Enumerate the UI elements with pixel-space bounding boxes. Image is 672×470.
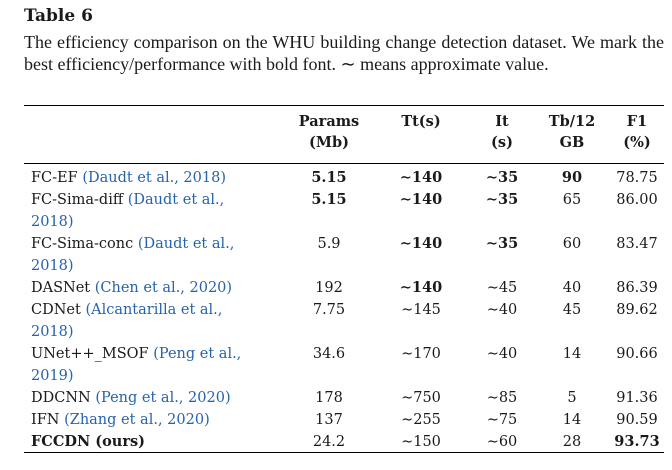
table-row: FC-EF (Daudt et al., 2018) 5.15 ∼140 ∼35…: [24, 167, 671, 189]
tb-cell: 28: [562, 434, 582, 450]
method-name: FC-Sima-diff: [31, 192, 128, 208]
citation-link[interactable]: (Daudt et al., 2018): [82, 170, 226, 186]
table-caption: The efficiency comparison on the WHU bui…: [24, 32, 664, 74]
params-cell: 178: [315, 390, 343, 406]
tt-cell: ∼140: [399, 235, 443, 252]
header-row: Params (Mb) Tt(s) It (s) Tb/12 GB F1 (%): [24, 111, 671, 153]
citation-link[interactable]: (Peng et al., 2019): [31, 346, 242, 384]
f1-cell: 93.73: [614, 433, 660, 450]
f1-cell: 78.75: [616, 170, 658, 186]
it-cell: ∼85: [486, 390, 518, 406]
tb-cell: 14: [562, 412, 582, 428]
header-f1: F1 (%): [623, 113, 651, 151]
header-rule: [24, 163, 664, 164]
method-name: UNet++_MSOF: [31, 346, 154, 362]
params-cell: 137: [315, 412, 343, 428]
params-cell: 24.2: [312, 434, 346, 450]
top-rule: [24, 105, 664, 106]
citation-link[interactable]: (Daudt et al., 2018): [31, 236, 235, 274]
table-row: DDCNN (Peng et al., 2020) 178 ∼750 ∼85 5…: [24, 387, 671, 409]
table-row: FC-Sima-conc (Daudt et al., 2018) 5.9 ∼1…: [24, 233, 671, 277]
params-cell: 192: [315, 280, 343, 296]
it-cell: ∼35: [485, 235, 519, 252]
method-name: FC-EF: [31, 170, 83, 186]
f1-cell: 90.59: [616, 412, 658, 428]
f1-cell: 91.36: [616, 390, 658, 406]
params-cell: 5.15: [311, 191, 347, 208]
header-tb: Tb/12 GB: [548, 113, 596, 151]
citation-link[interactable]: (Alcantarilla et al., 2018): [31, 302, 223, 340]
method-name: DASNet: [31, 280, 95, 296]
f1-cell: 89.62: [616, 302, 658, 318]
it-cell: ∼40: [486, 346, 518, 362]
f1-cell: 86.00: [616, 192, 658, 208]
tt-cell: ∼140: [399, 279, 443, 296]
method-name: FCCDN (ours): [31, 433, 145, 450]
tb-cell: 65: [562, 192, 582, 208]
table-header: Params (Mb) Tt(s) It (s) Tb/12 GB F1 (%): [24, 111, 671, 153]
it-cell: ∼45: [486, 280, 518, 296]
table-row: FC-Sima-diff (Daudt et al., 2018) 5.15 ∼…: [24, 189, 671, 233]
it-cell: ∼75: [486, 412, 518, 428]
tt-cell: ∼150: [401, 434, 441, 450]
table-row: CDNet (Alcantarilla et al., 2018) 7.75 ∼…: [24, 299, 671, 343]
params-cell: 5.9: [317, 236, 341, 252]
tb-cell: 5: [567, 390, 577, 406]
params-cell: 34.6: [312, 346, 346, 362]
tb-cell: 14: [562, 346, 582, 362]
tb-cell: 60: [562, 236, 582, 252]
tt-cell: ∼140: [399, 169, 443, 186]
params-cell: 7.75: [312, 302, 346, 318]
citation-link[interactable]: (Chen et al., 2020): [94, 280, 233, 296]
it-cell: ∼60: [486, 434, 518, 450]
citation-link[interactable]: (Zhang et al., 2020): [64, 412, 210, 428]
table-row: IFN (Zhang et al., 2020) 137 ∼255 ∼75 14…: [24, 409, 671, 431]
header-tt: Tt(s): [401, 113, 441, 130]
method-name: CDNet: [31, 302, 86, 318]
tt-cell: ∼750: [401, 390, 441, 406]
tb-cell: 90: [561, 169, 583, 186]
tt-cell: ∼140: [399, 191, 443, 208]
table-row: UNet++_MSOF (Peng et al., 2019) 34.6 ∼17…: [24, 343, 671, 387]
method-name: FC-Sima-conc: [31, 236, 138, 252]
method-name: IFN: [31, 412, 65, 428]
method-name: DDCNN: [31, 390, 96, 406]
table-row: DASNet (Chen et al., 2020) 192 ∼140 ∼45 …: [24, 277, 671, 299]
f1-cell: 90.66: [616, 346, 658, 362]
tt-cell: ∼255: [401, 412, 441, 428]
it-cell: ∼35: [485, 169, 519, 186]
header-it: It (s): [491, 113, 513, 151]
tt-cell: ∼170: [401, 346, 441, 362]
citation-link[interactable]: (Peng et al., 2020): [95, 390, 231, 406]
tt-cell: ∼145: [401, 302, 441, 318]
it-cell: ∼35: [485, 191, 519, 208]
it-cell: ∼40: [486, 302, 518, 318]
f1-cell: 83.47: [616, 236, 658, 252]
table-label: Table 6: [24, 6, 93, 26]
bottom-rule: [24, 452, 664, 453]
f1-cell: 86.39: [616, 280, 658, 296]
tb-cell: 45: [562, 302, 582, 318]
citation-link[interactable]: (Daudt et al., 2018): [31, 192, 225, 230]
tb-cell: 40: [562, 280, 582, 296]
table-row-ours: FCCDN (ours) 24.2 ∼150 ∼60 28 93.73: [24, 431, 671, 453]
table-body: FC-EF (Daudt et al., 2018) 5.15 ∼140 ∼35…: [24, 167, 671, 453]
header-params: Params (Mb): [298, 113, 360, 151]
header-method: [24, 111, 279, 153]
params-cell: 5.15: [311, 169, 347, 186]
